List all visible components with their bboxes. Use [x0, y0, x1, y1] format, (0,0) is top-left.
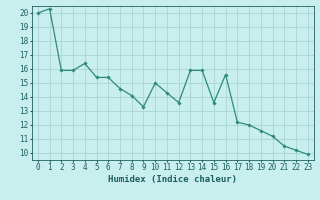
X-axis label: Humidex (Indice chaleur): Humidex (Indice chaleur) [108, 175, 237, 184]
